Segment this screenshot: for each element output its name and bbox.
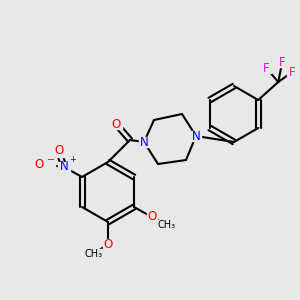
Text: F: F (289, 65, 296, 79)
Text: N: N (140, 136, 148, 148)
Bar (139, 137, 149, 147)
Text: F: F (279, 56, 286, 68)
Bar (261, 63, 271, 73)
Text: +: + (69, 155, 76, 164)
Bar (103, 239, 113, 249)
Text: O: O (103, 238, 112, 250)
Bar (85, 249, 103, 259)
Bar (53, 147, 65, 157)
Text: O: O (35, 158, 44, 172)
Bar (43, 160, 55, 170)
Bar (110, 119, 122, 129)
Bar (277, 57, 287, 67)
Text: F: F (263, 61, 270, 74)
Text: N: N (192, 130, 200, 142)
Text: CH₃: CH₃ (158, 220, 176, 230)
Text: O: O (54, 143, 64, 157)
Text: O: O (147, 211, 157, 224)
Bar (147, 212, 157, 222)
Bar (191, 131, 201, 141)
Text: N: N (60, 160, 68, 173)
Bar (158, 220, 176, 230)
Text: O: O (111, 118, 121, 130)
Text: −: − (47, 155, 55, 165)
Bar (58, 162, 70, 172)
Text: CH₃: CH₃ (85, 249, 103, 259)
Bar (287, 67, 297, 77)
